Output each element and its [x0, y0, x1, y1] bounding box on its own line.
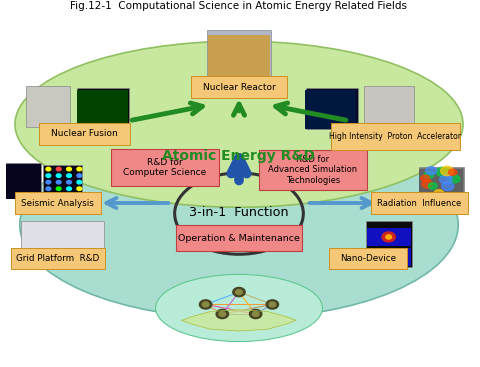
Circle shape: [46, 187, 51, 190]
Text: Nuclear Reactor: Nuclear Reactor: [203, 83, 276, 92]
Circle shape: [56, 187, 61, 190]
Circle shape: [77, 167, 82, 171]
Text: Nano-Device: Nano-Device: [340, 254, 396, 263]
Circle shape: [56, 174, 61, 177]
Circle shape: [417, 174, 425, 180]
FancyBboxPatch shape: [11, 248, 105, 269]
FancyBboxPatch shape: [367, 248, 410, 266]
FancyBboxPatch shape: [26, 86, 70, 127]
Text: High Intensity  Proton  Accelerator: High Intensity Proton Accelerator: [329, 132, 461, 141]
Circle shape: [219, 312, 226, 316]
Circle shape: [67, 167, 72, 171]
FancyBboxPatch shape: [77, 88, 130, 128]
FancyBboxPatch shape: [306, 88, 358, 128]
FancyBboxPatch shape: [207, 30, 271, 88]
FancyBboxPatch shape: [367, 228, 410, 246]
Circle shape: [424, 189, 434, 196]
Circle shape: [216, 309, 228, 319]
Circle shape: [449, 165, 462, 175]
Polygon shape: [182, 310, 296, 331]
FancyBboxPatch shape: [305, 90, 356, 129]
Circle shape: [438, 177, 446, 182]
Circle shape: [56, 193, 61, 197]
FancyBboxPatch shape: [15, 192, 100, 214]
Circle shape: [416, 186, 424, 192]
Circle shape: [236, 290, 242, 295]
Ellipse shape: [156, 275, 323, 342]
Circle shape: [415, 194, 425, 202]
FancyBboxPatch shape: [329, 248, 407, 269]
Circle shape: [67, 187, 72, 190]
FancyBboxPatch shape: [191, 76, 287, 98]
FancyBboxPatch shape: [21, 221, 104, 260]
Circle shape: [457, 199, 468, 207]
FancyBboxPatch shape: [419, 167, 464, 208]
Circle shape: [77, 187, 82, 190]
Text: Seismic Analysis: Seismic Analysis: [22, 199, 95, 207]
Text: R&D for
Computer Science: R&D for Computer Science: [123, 158, 207, 177]
Circle shape: [457, 198, 467, 206]
FancyBboxPatch shape: [331, 123, 460, 150]
FancyBboxPatch shape: [111, 149, 219, 186]
Title: Fig.12-1  Computational Science in Atomic Energy Related Fields: Fig.12-1 Computational Science in Atomic…: [71, 1, 408, 11]
Text: 3-in-1  Function: 3-in-1 Function: [189, 206, 289, 219]
Circle shape: [269, 302, 276, 307]
Circle shape: [250, 309, 262, 319]
Ellipse shape: [20, 131, 458, 319]
Circle shape: [413, 189, 426, 198]
FancyBboxPatch shape: [6, 163, 41, 199]
Circle shape: [252, 312, 259, 316]
Circle shape: [56, 181, 61, 184]
Text: Operation & Maintenance: Operation & Maintenance: [178, 234, 300, 243]
FancyBboxPatch shape: [208, 35, 270, 87]
Circle shape: [427, 176, 440, 186]
Text: Grid Platform  R&D: Grid Platform R&D: [16, 254, 99, 263]
Circle shape: [455, 203, 465, 211]
Circle shape: [439, 187, 448, 193]
Text: R&D for
Advanced Simulation
Technologies: R&D for Advanced Simulation Technologies: [268, 155, 358, 185]
Circle shape: [202, 302, 209, 307]
Ellipse shape: [15, 41, 463, 207]
Circle shape: [77, 174, 82, 177]
Circle shape: [46, 167, 51, 171]
FancyBboxPatch shape: [6, 164, 40, 199]
Circle shape: [386, 235, 392, 239]
Circle shape: [266, 300, 278, 309]
FancyBboxPatch shape: [366, 221, 412, 267]
Circle shape: [67, 174, 72, 177]
Circle shape: [443, 178, 456, 188]
Circle shape: [77, 193, 82, 197]
Circle shape: [46, 193, 51, 197]
Circle shape: [67, 181, 72, 184]
FancyBboxPatch shape: [371, 192, 468, 214]
Text: Nuclear Fusion: Nuclear Fusion: [51, 129, 118, 138]
Circle shape: [382, 232, 396, 242]
Circle shape: [46, 181, 51, 184]
Circle shape: [441, 166, 453, 174]
Circle shape: [441, 196, 448, 202]
FancyBboxPatch shape: [38, 123, 130, 145]
Text: Radiation  Influence: Radiation Influence: [377, 199, 461, 207]
FancyBboxPatch shape: [77, 90, 129, 129]
Circle shape: [77, 181, 82, 184]
FancyBboxPatch shape: [364, 86, 414, 127]
Circle shape: [427, 178, 437, 186]
Circle shape: [382, 252, 396, 262]
FancyBboxPatch shape: [419, 169, 463, 208]
Circle shape: [46, 174, 51, 177]
Circle shape: [56, 167, 61, 171]
FancyBboxPatch shape: [259, 150, 367, 190]
Text: Atomic Energy R&D: Atomic Energy R&D: [163, 149, 315, 163]
Circle shape: [443, 177, 454, 185]
FancyBboxPatch shape: [43, 165, 82, 200]
Circle shape: [233, 287, 245, 297]
Circle shape: [449, 180, 458, 186]
FancyBboxPatch shape: [176, 225, 302, 251]
Circle shape: [435, 167, 444, 173]
Circle shape: [67, 193, 72, 197]
Circle shape: [199, 300, 212, 309]
Circle shape: [454, 169, 464, 177]
